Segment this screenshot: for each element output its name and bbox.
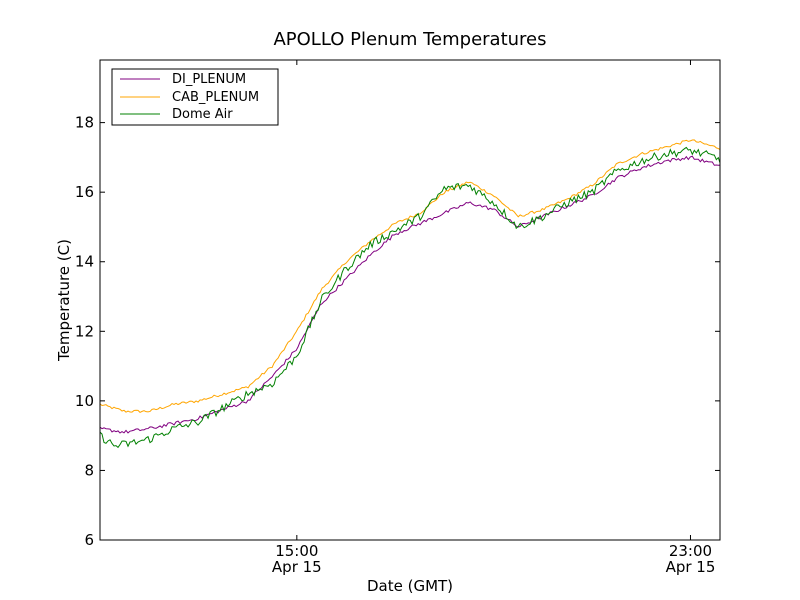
y-tick-label-2: 10: [75, 392, 94, 410]
y-tick-label-0: 6: [84, 531, 94, 549]
y-tick-label-3: 12: [75, 322, 94, 340]
plot-area: [99, 59, 721, 541]
series-line-cab-plenum: [100, 139, 720, 414]
legend-label-di-plenum: DI_PLENUM: [172, 72, 246, 87]
series-line-dome-air: [100, 146, 720, 449]
y-axis-label: Temperature (C): [55, 239, 73, 362]
series-layer: [100, 139, 720, 449]
series-line-di-plenum: [100, 155, 720, 434]
x-tick-date-0: Apr 15: [272, 558, 322, 576]
y-tick-label-6: 18: [75, 114, 94, 132]
legend-label-cab-plenum: CAB_PLENUM: [172, 90, 259, 105]
legend-label-dome-air: Dome Air: [172, 107, 233, 122]
y-tick-label-1: 8: [84, 461, 94, 479]
x-axis-label: Date (GMT): [367, 577, 453, 595]
y-tick-label-5: 16: [75, 183, 94, 201]
x-tick-time-1: 23:00: [669, 542, 712, 560]
x-tick-time-0: 15:00: [275, 542, 318, 560]
plot-frame: [99, 59, 721, 541]
y-axis: 6 8 10 12 14 16 18: [75, 114, 720, 549]
x-tick-date-1: Apr 15: [666, 558, 716, 576]
y-tick-label-4: 14: [75, 253, 94, 271]
legend: DI_PLENUM CAB_PLENUM Dome Air: [111, 68, 279, 126]
chart-title: APOLLO Plenum Temperatures: [273, 29, 546, 50]
